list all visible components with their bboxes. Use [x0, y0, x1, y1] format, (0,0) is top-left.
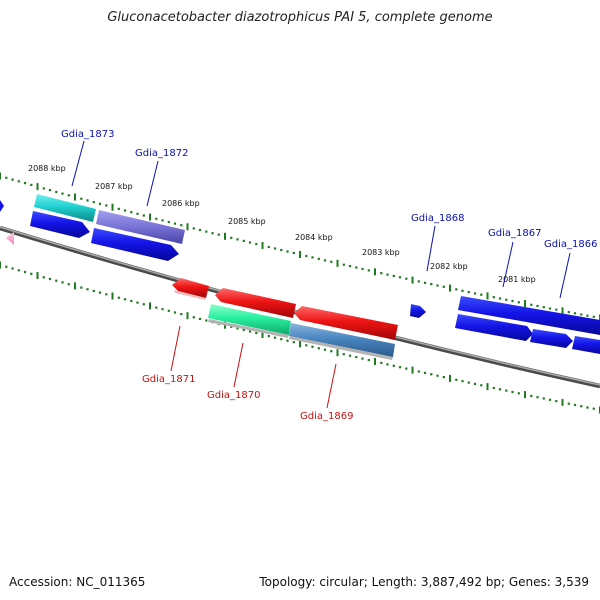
gene-gdia-1873[interactable]: [30, 194, 96, 238]
gene-gdia-1866[interactable]: [530, 329, 600, 354]
forward-tick-track: [0, 172, 600, 322]
tick-label-2086: 2086 kbp: [162, 199, 200, 208]
tick-label-2085: 2085 kbp: [228, 217, 266, 226]
gene-label-gdia-1867[interactable]: Gdia_1867: [488, 228, 541, 239]
partial-gene-left-pink: [6, 232, 14, 245]
gene-gdia-1869[interactable]: [289, 306, 398, 360]
tick-labels: 2088 kbp 2087 kbp 2086 kbp 2085 kbp 2084…: [28, 164, 536, 284]
tick-label-2088: 2088 kbp: [28, 164, 66, 173]
gene-label-gdia-1871[interactable]: Gdia_1871: [142, 374, 195, 385]
accession-text: Accession: NC_011365: [9, 575, 146, 589]
gene-gdia-1868[interactable]: [410, 304, 426, 318]
tick-label-2081: 2081 kbp: [498, 275, 536, 284]
genome-summary-text: Topology: circular; Length: 3,887,492 bp…: [259, 575, 589, 589]
gene-label-gdia-1873[interactable]: Gdia_1873: [61, 129, 114, 140]
partial-gene-left-forward: [0, 200, 4, 212]
gene-label-gdia-1870[interactable]: Gdia_1870: [207, 390, 260, 401]
tick-label-2082: 2082 kbp: [430, 262, 468, 271]
tick-label-2084: 2084 kbp: [295, 233, 333, 242]
gene-gdia-1867[interactable]: [455, 296, 600, 341]
gene-labels: Gdia_1873 Gdia_1872 Gdia_1871 Gdia_1870 …: [61, 129, 597, 422]
map-title: Gluconacetobacter diazotrophicus PAI 5, …: [107, 10, 493, 25]
gene-label-gdia-1872[interactable]: Gdia_1872: [135, 148, 188, 159]
tick-label-2083: 2083 kbp: [362, 248, 400, 257]
gene-gdia-1871[interactable]: [172, 278, 209, 300]
gene-label-gdia-1869[interactable]: Gdia_1869: [300, 411, 353, 422]
gene-gdia-1870[interactable]: [208, 288, 296, 338]
gene-gdia-1872[interactable]: [91, 210, 185, 261]
gene-label-gdia-1866[interactable]: Gdia_1866: [544, 239, 597, 250]
gene-label-gdia-1868[interactable]: Gdia_1868: [411, 213, 464, 224]
tick-label-2087: 2087 kbp: [95, 182, 133, 191]
gene-label-leaders: [71, 140, 571, 409]
